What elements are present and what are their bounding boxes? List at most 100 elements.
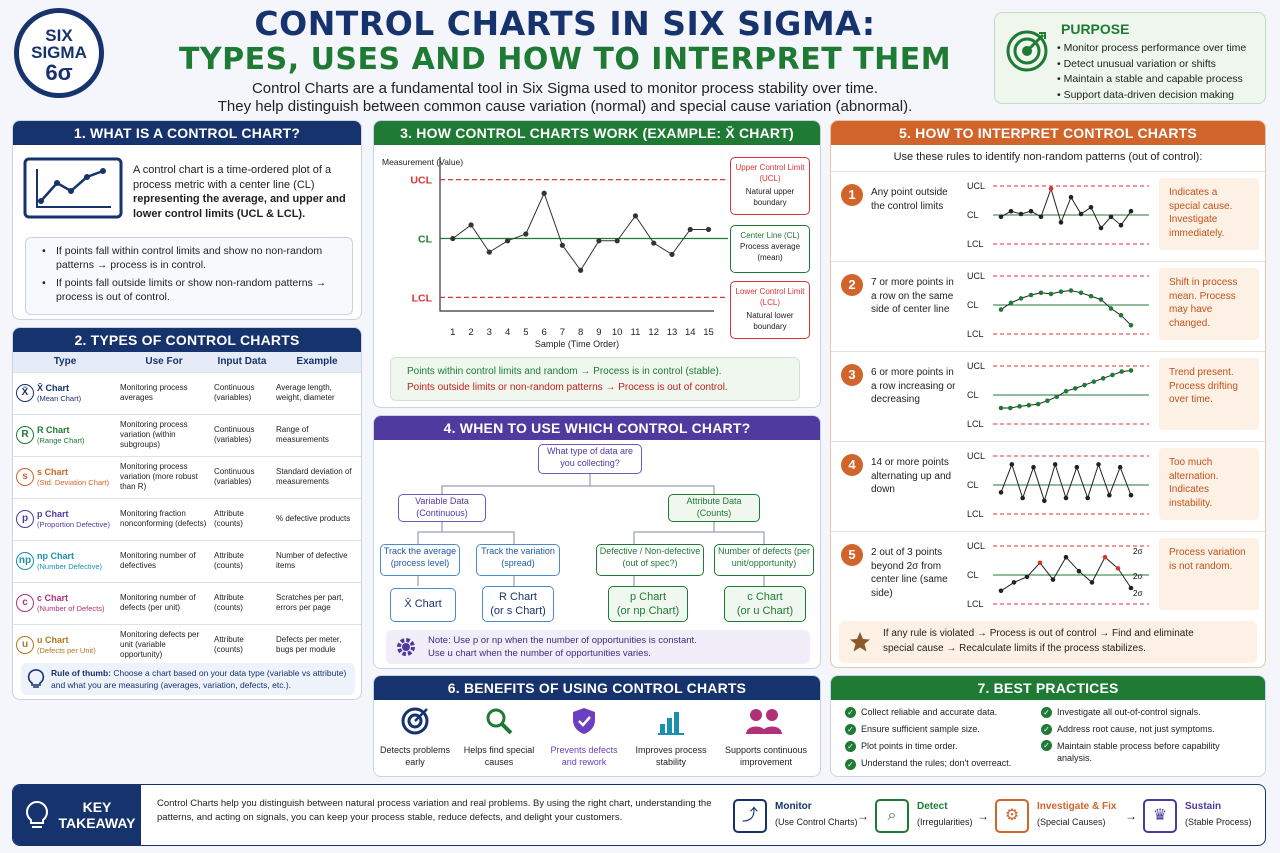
mini-point xyxy=(1096,462,1101,467)
mini-point xyxy=(998,405,1004,411)
x-tick-label: 9 xyxy=(596,327,601,338)
x-tick-label: 12 xyxy=(648,327,659,338)
takeaway-label: KEY TAKEAWAY xyxy=(58,799,136,831)
rule-mini-chart: UCL CL LCL xyxy=(967,181,1149,249)
target-icon xyxy=(1006,30,1048,72)
data-point xyxy=(687,226,693,233)
result-xbar-chart: X̄ Chart xyxy=(390,588,456,622)
example-cell: Average length, weight, diameter xyxy=(273,371,361,414)
input-cell: Continuous (variables) xyxy=(211,371,273,414)
data-point xyxy=(504,238,511,244)
mini-limit-label: LCL xyxy=(967,509,984,519)
mini-point xyxy=(998,307,1004,312)
section1-title: 1. WHAT IS A CONTROL CHART? xyxy=(13,121,361,145)
section1-desc-b: representing the average, and upper and … xyxy=(133,193,346,220)
mini-point xyxy=(1108,306,1114,311)
cl-callout: Center Line (CL) Process average (mean) xyxy=(730,225,810,273)
mini-point xyxy=(1128,322,1134,328)
xbar-control-chart: Measurement (Value) Sample (Time Order) UC… xyxy=(382,157,728,349)
mini-point xyxy=(1024,574,1030,580)
mini-point xyxy=(1102,554,1108,560)
x-tick-label: 10 xyxy=(612,327,623,338)
data-point xyxy=(486,249,492,255)
mini-point xyxy=(998,214,1004,220)
mini-point xyxy=(1072,386,1078,391)
mini-series-line xyxy=(1000,556,1132,592)
key-takeaway: KEY TAKEAWAY Control Charts help you dis… xyxy=(12,784,1266,846)
x-tick-label: 13 xyxy=(667,327,678,338)
mini-limit-label: CL xyxy=(967,480,979,490)
rule-of-thumb: Rule of thumb: Choose a chart based on y… xyxy=(21,663,355,695)
use-cell: Monitoring defects per unit (variable op… xyxy=(117,623,211,666)
x-tick-label: 8 xyxy=(578,327,583,338)
mini-point xyxy=(1118,312,1124,318)
step-sub: (Special Causes) xyxy=(1037,817,1106,827)
use-cell: Monitoring process averages xyxy=(117,371,211,414)
data-point xyxy=(523,231,529,237)
col-input-data: Input Data xyxy=(211,352,273,372)
data-point xyxy=(468,222,474,228)
mini-point xyxy=(1128,585,1134,591)
mini-point xyxy=(1052,462,1058,467)
rule-result: Trend present. Process drifting over tim… xyxy=(1159,358,1259,430)
logo-sigma: 6σ xyxy=(45,60,73,85)
mini-point xyxy=(1008,208,1014,214)
x-tick-label: 11 xyxy=(631,327,641,338)
arrow-icon: → xyxy=(857,809,869,823)
rule-mini-chart: UCL CL LCL xyxy=(967,361,1149,429)
arrow-icon: → xyxy=(977,809,989,823)
mini-point xyxy=(1068,194,1074,200)
mini-point xyxy=(1037,560,1043,566)
x-tick-label: 2 xyxy=(468,327,473,338)
check-icon: ✓ xyxy=(845,707,856,719)
check-icon: ✓ xyxy=(1041,707,1052,719)
rule-number: 3 xyxy=(841,364,863,386)
section1-description: A control chart is a time-ordered plot o… xyxy=(133,163,353,221)
six-sigma-logo: SIX SIGMA 6σ xyxy=(14,8,104,98)
col-use-for: Use For xyxy=(117,352,211,372)
section-benefits: 6. BENEFITS OF USING CONTROL CHARTS Dete… xyxy=(373,675,821,777)
result-p-chart: p Chart (or np Chart) xyxy=(608,586,688,622)
ucl-callout: Upper Control Limit (UCL) Natural upper … xyxy=(730,157,810,215)
page-title-line1: CONTROL CHARTS IN SIX SIGMA: xyxy=(254,4,876,43)
arrow-icon: → xyxy=(1125,809,1137,823)
mini-point xyxy=(1082,382,1087,388)
section1-desc-a: A control chart is a time-ordered plot o… xyxy=(133,164,332,191)
track-variation-node: Track the variation (spread) xyxy=(476,544,560,576)
data-type-question: What type of data are you collecting? xyxy=(538,444,642,474)
data-point xyxy=(578,267,584,273)
mini-series-line xyxy=(1000,187,1132,229)
mini-point xyxy=(1009,462,1015,467)
mini-point xyxy=(1115,566,1121,571)
chart-axes xyxy=(439,157,714,312)
subtitle-line2: They help distinguish between common cau… xyxy=(217,98,913,115)
section-what-is: 1. WHAT IS A CONTROL CHART? A control ch… xyxy=(12,120,362,320)
mini-limit-label: CL xyxy=(967,570,979,580)
mini-point xyxy=(1089,580,1095,585)
section4-note: Note: Use p or np when the number of opp… xyxy=(386,630,810,664)
use-cell: Monitoring process variation (more robus… xyxy=(117,455,211,498)
mini-point xyxy=(1026,402,1032,408)
mini-point xyxy=(1076,568,1082,574)
section5-footer: If any rule is violated → Process is out… xyxy=(839,621,1257,663)
mini-point xyxy=(1088,293,1094,299)
number-defects-node: Number of defects (per unit/opportunity) xyxy=(714,544,814,576)
rule-4: 4 14 or more points alternating up and do… xyxy=(831,441,1265,527)
mini-point xyxy=(1018,211,1024,217)
type-cell: X̄ X̄ Chart (Mean Chart) xyxy=(13,371,117,414)
mini-point xyxy=(1063,554,1069,560)
section-types: 2. TYPES OF CONTROL CHARTS Type Use For … xyxy=(12,327,362,700)
rule-of-thumb-text: Rule of thumb: Choose a chart based on y… xyxy=(51,668,347,690)
note-in-control: Points within control limits and random … xyxy=(407,366,722,377)
track-average-node: Track the average (process level) xyxy=(380,544,460,576)
rule-number: 1 xyxy=(841,184,863,206)
step-icon: ⌕ xyxy=(875,799,909,833)
step-sub: (Irregularities) xyxy=(917,817,973,827)
rule-5: 5 2 out of 3 points beyond 2σ from center… xyxy=(831,531,1265,617)
result-c-chart: c Chart (or u Chart) xyxy=(724,586,806,622)
rule-result: Process variation is not random. xyxy=(1159,538,1259,610)
x-tick-label: 15 xyxy=(703,327,714,338)
rule-text: 14 or more points alternating up and dow… xyxy=(871,457,952,495)
